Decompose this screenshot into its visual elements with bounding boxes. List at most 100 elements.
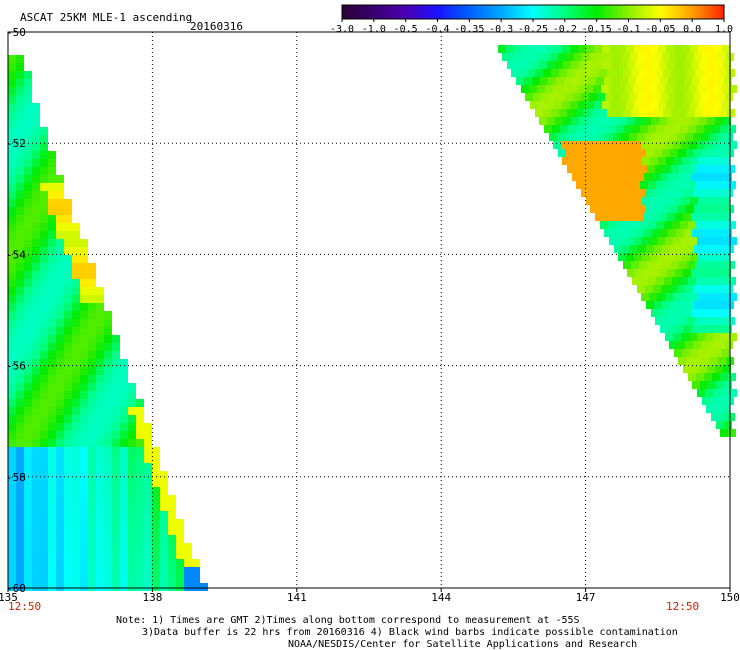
swath-cell: [72, 399, 80, 407]
lon-label: 144: [431, 591, 451, 604]
swath-cell: [152, 527, 160, 535]
swath-cell: [627, 269, 635, 277]
swath-cell: [688, 181, 696, 189]
swath-cell: [64, 375, 72, 383]
swath-cell: [669, 189, 677, 197]
swath-cell: [674, 197, 682, 205]
swath-cell: [160, 551, 168, 559]
swath-cell: [660, 229, 668, 237]
swath-cell: [629, 133, 637, 141]
swath-cell: [104, 423, 112, 431]
swath-cell: [200, 583, 208, 591]
swath-cell: [104, 383, 112, 391]
swath-cell: [559, 109, 567, 117]
swath-cell: [16, 503, 24, 511]
swath-cell: [32, 167, 40, 175]
swath-cell: [604, 77, 612, 85]
swath-cell: [507, 61, 515, 69]
swath-cell: [32, 567, 40, 575]
swath-cell: [32, 191, 40, 199]
swath-cell: [646, 301, 654, 309]
swath-cell: [48, 503, 56, 511]
swath-cell: [703, 109, 711, 117]
swath-cell: [8, 439, 16, 447]
swath-cell: [40, 271, 48, 279]
swath-cell: [64, 535, 72, 543]
swath-cell: [715, 269, 723, 277]
swath-cell: [628, 173, 636, 181]
swath-cell: [682, 349, 690, 357]
swath-cell: [136, 519, 144, 527]
swath-cell: [650, 197, 658, 205]
swath-cell: [686, 301, 694, 309]
swath-cell: [649, 141, 657, 149]
swath-cell: [144, 551, 152, 559]
swath-cell: [56, 415, 64, 423]
swath-cell: [56, 487, 64, 495]
swath-cell: [128, 583, 136, 591]
swath-cell: [104, 559, 112, 567]
swath-cell: [658, 45, 666, 53]
swath-cell: [72, 247, 80, 255]
swath-cell: [722, 45, 730, 53]
swath-cell: [40, 343, 48, 351]
swath-cell: [727, 261, 735, 269]
swath-cell: [719, 165, 727, 173]
swath-cell: [720, 181, 728, 189]
swath-cell: [56, 215, 64, 223]
swath-cell: [72, 335, 80, 343]
swath-cell: [80, 431, 88, 439]
swath-cell: [569, 85, 577, 93]
swath-cell: [635, 213, 643, 221]
swath-cell: [160, 567, 168, 575]
swath-cell: [112, 583, 120, 591]
swath-cell: [32, 207, 40, 215]
swath-cell: [679, 261, 687, 269]
swath-cell: [144, 559, 152, 567]
swath-cell: [128, 423, 136, 431]
swath-cell: [24, 103, 32, 111]
swath-cell: [714, 157, 722, 165]
swath-cell: [718, 205, 726, 213]
swath-cell: [96, 383, 104, 391]
swath-cell: [647, 69, 655, 77]
swath-cell: [575, 69, 583, 77]
swath-cell: [590, 205, 598, 213]
swath-cell: [8, 79, 16, 87]
swath-cell: [136, 559, 144, 567]
swath-cell: [706, 157, 714, 165]
swath-cell: [728, 221, 736, 229]
swath-cell: [711, 317, 719, 325]
swath-cell: [80, 399, 88, 407]
swath-cell: [8, 543, 16, 551]
swath-cell: [670, 205, 678, 213]
lon-label: 147: [576, 591, 596, 604]
swath-cell: [645, 189, 653, 197]
swath-cell: [96, 511, 104, 519]
swath-cell: [647, 109, 655, 117]
swath-cell: [160, 479, 168, 487]
swath-cell: [578, 157, 586, 165]
swath-cell: [703, 69, 711, 77]
swath-cell: [648, 277, 656, 285]
swath-cell: [728, 181, 736, 189]
swath-cell: [8, 519, 16, 527]
swath-cell: [48, 415, 56, 423]
swath-cell: [682, 157, 690, 165]
swath-cell: [597, 93, 605, 101]
swath-cell: [725, 93, 733, 101]
swath-cell: [8, 399, 16, 407]
swath-cell: [120, 583, 128, 591]
swath-cell: [8, 495, 16, 503]
swath-cell: [56, 327, 64, 335]
swath-cell: [24, 351, 32, 359]
swath-cell: [646, 149, 654, 157]
swath-cell: [24, 567, 32, 575]
swath-cell: [80, 559, 88, 567]
swath-cell: [72, 351, 80, 359]
swath-cell: [120, 375, 128, 383]
swath-cell: [686, 53, 694, 61]
swath-cell: [704, 125, 712, 133]
swath-cell: [56, 407, 64, 415]
swath-cell: [8, 375, 16, 383]
